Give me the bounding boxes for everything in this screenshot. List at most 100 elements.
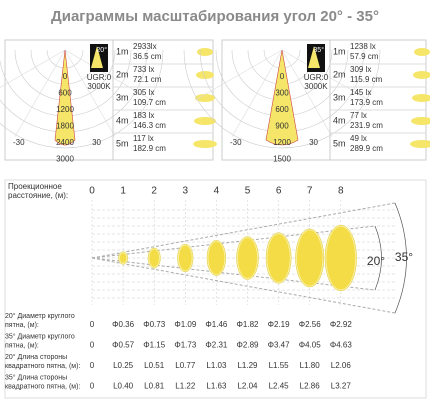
lux: 305 lx (133, 88, 154, 97)
dist: 1m (333, 46, 346, 56)
ugr: UGR:0 (304, 73, 329, 82)
lux: 1238 lx (350, 42, 376, 51)
spot-inner (179, 245, 192, 271)
row-value: L1.29 (237, 361, 258, 370)
row-value: L0.51 (144, 361, 165, 370)
row-value: Φ0.73 (143, 320, 166, 329)
scale-label: 300 (275, 89, 289, 98)
cct: 3000K (87, 82, 111, 91)
spot-inner (149, 249, 159, 267)
row-value: Φ2.92 (330, 320, 353, 329)
beam (54, 49, 76, 146)
row-value: L2.04 (237, 382, 258, 391)
row-value: 0 (90, 320, 95, 329)
row-value: Φ4.05 (299, 341, 322, 350)
scale-label: 3000 (56, 155, 74, 164)
polar-ray (64, 49, 116, 137)
distance: 4 (214, 186, 220, 197)
row-value: L2.86 (300, 382, 321, 391)
polar-ray (14, 49, 66, 137)
polar-ray (0, 49, 66, 88)
row-value: L2.06 (331, 361, 352, 370)
dist: 3m (333, 92, 346, 102)
title: Диаграммы масштабирования угол 20° - 35° (51, 8, 379, 25)
polar-ray (231, 49, 283, 137)
size: 109.7 cm (133, 98, 166, 107)
scale-label: 900 (275, 122, 289, 131)
spot (411, 117, 430, 125)
spot-inner (120, 253, 127, 263)
size: 146.3 cm (133, 121, 166, 130)
size: 289.9 cm (350, 144, 383, 153)
distance: 0 (89, 186, 95, 197)
spot (412, 94, 430, 102)
row-value: L1.22 (175, 382, 196, 391)
spot-inner (297, 230, 323, 286)
row-value: L1.55 (269, 361, 290, 370)
icon-beam (308, 46, 320, 68)
spot (193, 140, 217, 148)
dist: 5m (333, 138, 346, 148)
row-value: Φ1.82 (237, 320, 260, 329)
spot-inner (238, 238, 257, 278)
spot-inner (326, 226, 356, 290)
dist: 5m (116, 138, 129, 148)
size: 173.9 cm (350, 98, 383, 107)
lux: 733 lx (133, 65, 154, 74)
proj-frame (4, 179, 427, 399)
row-value: Φ2.89 (237, 341, 260, 350)
lux: 49 lx (350, 134, 367, 143)
dist: 2m (116, 69, 129, 79)
scale-label: 1200 (56, 105, 74, 114)
dist: 2m (333, 69, 346, 79)
row-label: 35° Длина стороны (5, 373, 67, 381)
size: 57.9 cm (350, 52, 379, 61)
dist: 3m (116, 92, 129, 102)
icon-beam (91, 46, 103, 68)
spot (410, 140, 430, 148)
row-value: Φ0.36 (112, 320, 135, 329)
angle-left: -30 (230, 138, 242, 147)
row-label: квадратного пятна, (м): (5, 383, 80, 390)
lux: 2933lx (133, 42, 157, 51)
row-value: L0.25 (113, 361, 134, 370)
polar-ray (281, 49, 333, 137)
spot (196, 71, 214, 79)
distance: 7 (307, 186, 313, 197)
spot-inner (208, 241, 225, 275)
cone-outer (91, 202, 396, 314)
scale-label: 0 (63, 72, 68, 81)
dist: 4m (116, 115, 129, 125)
row-value: Φ2.56 (299, 320, 322, 329)
scale-label: 2400 (56, 138, 74, 147)
size: 231.9 cm (350, 121, 383, 130)
distance: 6 (276, 186, 282, 197)
angle-inner: 20° (367, 254, 385, 268)
proj-label: расстояние, (м): (8, 191, 68, 200)
row-value: L0.40 (113, 382, 134, 391)
row-value: Φ1.73 (174, 341, 197, 350)
row-value: 0 (90, 361, 95, 370)
row-label: пятна, (м): (5, 342, 39, 349)
lux: 183 lx (133, 111, 154, 120)
distance: 2 (151, 186, 157, 197)
lux: 117 lx (133, 134, 154, 143)
polar-ray (64, 49, 152, 101)
cone-inner (91, 225, 376, 291)
cct: 3000K (304, 82, 328, 91)
spot-inner (267, 234, 290, 282)
scale-label: 1500 (273, 155, 291, 164)
proj-label: Проекционное (8, 182, 62, 191)
size: 36.5 cm (133, 52, 162, 61)
row-value: L1.80 (300, 361, 321, 370)
icon-angle: 35° (313, 46, 324, 54)
dist: 1m (116, 46, 129, 56)
row-value: Φ3.47 (268, 341, 291, 350)
row-value: Φ1.46 (205, 320, 228, 329)
polar-ring (0, 49, 164, 149)
spot (194, 117, 216, 125)
arc-inner (374, 225, 382, 291)
polar-ring (183, 49, 381, 149)
row-value: L3.27 (331, 382, 352, 391)
